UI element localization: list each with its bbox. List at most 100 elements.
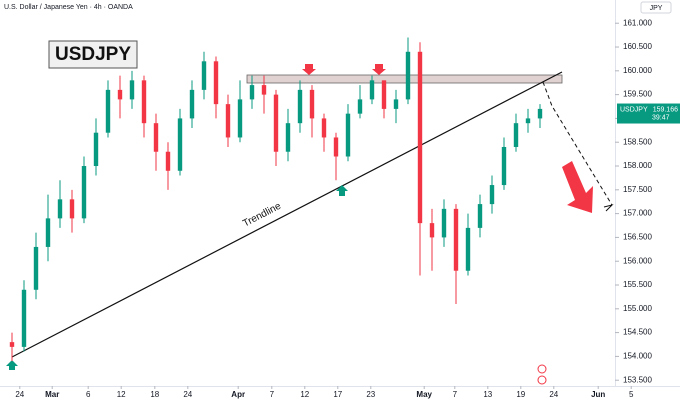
- y-tick-label: 154.500: [623, 328, 652, 337]
- price-tag-symbol: USDJPY: [620, 106, 648, 113]
- y-tick-label: 157.000: [623, 209, 652, 218]
- y-tick-label: 155.500: [623, 280, 652, 289]
- candle-body: [9, 342, 15, 347]
- x-tick-label: 12: [300, 390, 309, 399]
- x-tick-label: 18: [150, 390, 159, 399]
- marker-down: [372, 64, 386, 75]
- x-tick-label: 7: [453, 390, 458, 399]
- x-tick-label: 7: [270, 390, 275, 399]
- x-tick-label: 24: [183, 390, 192, 399]
- candle-body: [453, 208, 459, 271]
- candle-body: [81, 166, 87, 219]
- candle-body: [57, 199, 63, 219]
- symbol-label: USDJPY: [55, 44, 131, 65]
- candle-body: [105, 89, 111, 133]
- y-tick-label: 158.500: [623, 137, 652, 146]
- candle-body: [153, 123, 159, 152]
- candle-body: [489, 185, 495, 205]
- candle-body: [393, 99, 399, 109]
- x-tick-label: 13: [483, 390, 492, 399]
- candle-body: [441, 208, 447, 238]
- y-tick-label: 153.500: [623, 375, 652, 384]
- candle-body: [465, 227, 471, 271]
- marker-up: [336, 185, 348, 196]
- candle-body: [237, 99, 243, 138]
- candle-body: [69, 199, 75, 219]
- candle-body: [405, 51, 411, 100]
- x-tick-label: 24: [549, 390, 558, 399]
- candle-body: [333, 137, 339, 157]
- candle-body: [189, 89, 195, 119]
- candle-body: [45, 218, 51, 247]
- x-tick-label: Jun: [591, 390, 605, 399]
- candle-body: [129, 80, 135, 100]
- candle-body: [309, 89, 315, 119]
- candle-body: [501, 146, 507, 186]
- candle-body: [261, 85, 267, 95]
- candle-body: [369, 80, 375, 100]
- candle-body: [201, 61, 207, 90]
- y-tick-label: 157.500: [623, 185, 652, 194]
- plot-area: [9, 37, 543, 362]
- resistance-zone: [246, 74, 563, 84]
- candle-body: [381, 80, 387, 109]
- candle-body: [117, 89, 123, 100]
- x-tick-label: 19: [516, 390, 525, 399]
- candle-body: [225, 104, 231, 138]
- candle-body: [273, 94, 279, 152]
- candle-body: [513, 123, 519, 147]
- x-tick-label: Apr: [231, 390, 245, 399]
- x-tick-label: 6: [86, 390, 91, 399]
- y-tick-label: 160.000: [623, 66, 652, 75]
- y-tick-label: 156.000: [623, 256, 652, 265]
- candle-body: [21, 289, 27, 347]
- currency-box: [640, 1, 672, 14]
- down-arrow: [562, 161, 593, 213]
- candle-body: [141, 80, 147, 124]
- candle-body: [213, 61, 219, 105]
- x-tick-label: 5: [629, 390, 634, 399]
- y-tick-label: 158.000: [623, 161, 652, 170]
- x-tick-label: Mar: [45, 390, 59, 399]
- projection-line: [542, 81, 613, 206]
- candle-body: [537, 108, 543, 119]
- candle-body: [417, 51, 423, 224]
- y-tick-label: 159.500: [623, 90, 652, 99]
- candle-body: [297, 89, 303, 124]
- candle-body: [93, 132, 99, 167]
- x-tick-label: 24: [15, 390, 24, 399]
- y-tick-label: 160.500: [623, 42, 652, 51]
- event-icon[interactable]: [537, 375, 547, 385]
- candle-body: [477, 204, 483, 228]
- y-tick-label: 155.000: [623, 304, 652, 313]
- candle-body: [357, 99, 363, 114]
- y-tick-label: 161.000: [623, 18, 652, 27]
- x-tick-label: May: [416, 390, 432, 399]
- candle-body: [525, 118, 531, 124]
- trendline: [11, 71, 563, 358]
- price-tag-value: 159.166: [653, 106, 678, 113]
- price-tag-box: [617, 103, 680, 124]
- candle-body: [177, 118, 183, 171]
- candle-body: [249, 85, 255, 100]
- candle-body: [33, 246, 39, 290]
- candle-body: [345, 113, 351, 157]
- currency-label: JPY: [650, 5, 663, 12]
- marker-up: [6, 360, 18, 370]
- y-tick-label: 156.500: [623, 233, 652, 242]
- projection-arrowhead: [603, 204, 614, 212]
- candle-body: [321, 118, 327, 138]
- marker-down: [302, 64, 316, 75]
- x-tick-label: 12: [117, 390, 126, 399]
- x-tick-label: 23: [366, 390, 375, 399]
- x-tick-label: 17: [333, 390, 342, 399]
- price-tag-countdown: 39:47: [652, 114, 670, 121]
- candle-body: [165, 151, 171, 171]
- candle-body: [429, 223, 435, 238]
- y-tick-label: 154.000: [623, 352, 652, 361]
- symbol-box: [48, 40, 138, 69]
- candle-body: [285, 123, 291, 152]
- event-icon[interactable]: [537, 364, 547, 374]
